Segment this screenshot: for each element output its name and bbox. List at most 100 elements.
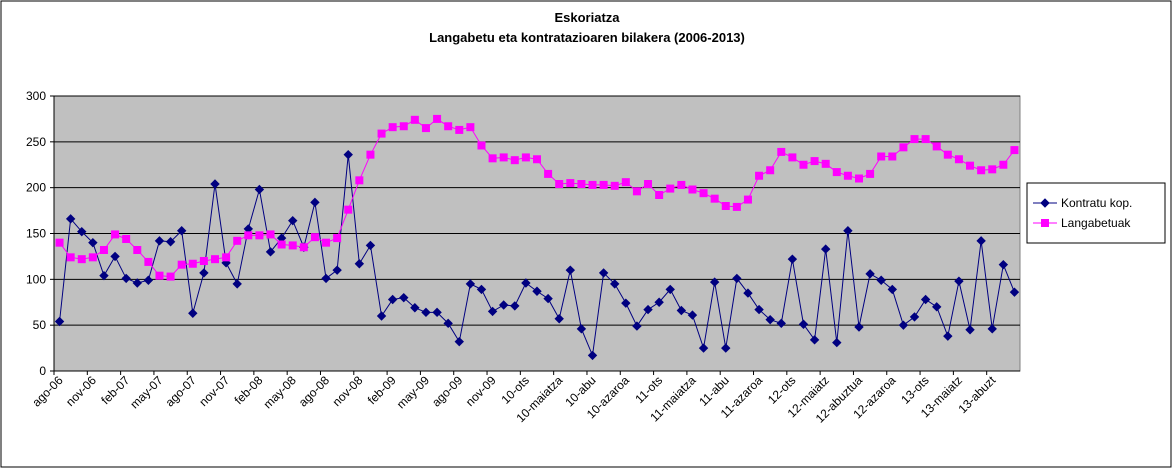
- data-point: [988, 165, 997, 174]
- data-point: [976, 236, 986, 246]
- data-point: [399, 122, 408, 131]
- data-point: [921, 135, 930, 144]
- data-point: [721, 202, 730, 210]
- data-point: [999, 160, 1008, 169]
- data-point: [510, 301, 520, 311]
- data-point: [699, 189, 708, 198]
- data-point: [454, 336, 464, 347]
- data-point: [155, 271, 164, 280]
- data-point: [399, 292, 409, 303]
- data-point: [65, 214, 76, 224]
- data-point: [665, 284, 675, 295]
- data-point: [732, 202, 741, 211]
- data-point: [687, 310, 698, 320]
- data-point: [710, 194, 719, 203]
- data-point: [754, 304, 764, 315]
- data-point: [755, 171, 764, 180]
- data-point: [576, 324, 587, 334]
- data-point: [288, 241, 297, 250]
- data-point: [88, 253, 97, 262]
- data-point: [510, 156, 519, 165]
- data-point: [610, 279, 620, 289]
- data-point: [865, 269, 875, 279]
- data-point: [643, 304, 653, 315]
- data-point: [521, 153, 530, 162]
- data-point: [732, 273, 742, 284]
- data-point: [232, 279, 242, 289]
- chart-title: Eskoriatza: [554, 10, 620, 25]
- data-point: [965, 325, 975, 335]
- data-point: [343, 149, 353, 160]
- data-point: [166, 272, 175, 281]
- data-point: [277, 240, 286, 249]
- data-point: [310, 233, 319, 242]
- data-point: [188, 259, 197, 268]
- data-point: [898, 320, 909, 330]
- data-point: [222, 253, 231, 262]
- data-point: [932, 302, 942, 312]
- data-point: [866, 169, 875, 178]
- data-point: [798, 319, 809, 329]
- data-point: [344, 205, 353, 214]
- data-point: [654, 297, 664, 307]
- data-point: [322, 238, 331, 247]
- y-tick-label: 250: [26, 135, 46, 149]
- data-point: [610, 181, 619, 190]
- data-point: [587, 350, 598, 361]
- data-point: [254, 184, 265, 195]
- data-point: [55, 238, 64, 247]
- data-point: [443, 318, 453, 329]
- data-point: [566, 179, 575, 188]
- data-point: [477, 141, 486, 150]
- data-point: [354, 259, 365, 269]
- y-tick-label: 50: [33, 318, 47, 332]
- data-point: [676, 305, 687, 316]
- data-point: [376, 311, 387, 321]
- data-point: [1010, 146, 1019, 155]
- data-point: [688, 185, 697, 194]
- data-point: [421, 124, 430, 133]
- data-point: [843, 226, 853, 236]
- y-tick-label: 100: [26, 272, 46, 286]
- data-point: [888, 152, 897, 161]
- data-point: [810, 157, 819, 166]
- data-point: [154, 236, 165, 246]
- data-point: [288, 215, 298, 226]
- data-point: [966, 161, 975, 170]
- data-point: [777, 147, 786, 156]
- data-point: [88, 237, 98, 248]
- data-point: [698, 343, 709, 353]
- data-point: [111, 230, 120, 239]
- data-point: [77, 226, 87, 237]
- data-point: [433, 114, 442, 123]
- y-tick-label: 0: [39, 364, 46, 378]
- data-point: [887, 284, 898, 295]
- data-point: [977, 166, 986, 175]
- data-point: [598, 268, 609, 278]
- data-point: [877, 152, 886, 161]
- data-point: [387, 294, 398, 305]
- data-point: [666, 184, 675, 193]
- data-point: [410, 303, 420, 313]
- data-point: [165, 237, 176, 247]
- data-point: [210, 179, 220, 189]
- data-point: [132, 278, 142, 288]
- data-point: [799, 160, 808, 169]
- data-point: [987, 324, 997, 334]
- data-point: [476, 284, 487, 295]
- data-point: [265, 247, 276, 257]
- chart-subtitle: Langabetu eta kontratazioaren bilakera (…: [429, 30, 745, 45]
- data-point: [121, 273, 131, 284]
- legend-label: Langabetuak: [1061, 216, 1131, 230]
- legend-label: Kontratu kop.: [1061, 196, 1132, 210]
- data-point: [199, 257, 208, 265]
- data-point: [776, 318, 786, 329]
- data-point: [333, 234, 342, 243]
- data-point: [820, 244, 831, 254]
- data-point: [632, 321, 642, 331]
- data-point: [110, 251, 120, 262]
- data-point: [255, 231, 264, 240]
- data-point: [821, 159, 830, 168]
- data-point: [743, 195, 752, 204]
- data-point: [766, 166, 775, 175]
